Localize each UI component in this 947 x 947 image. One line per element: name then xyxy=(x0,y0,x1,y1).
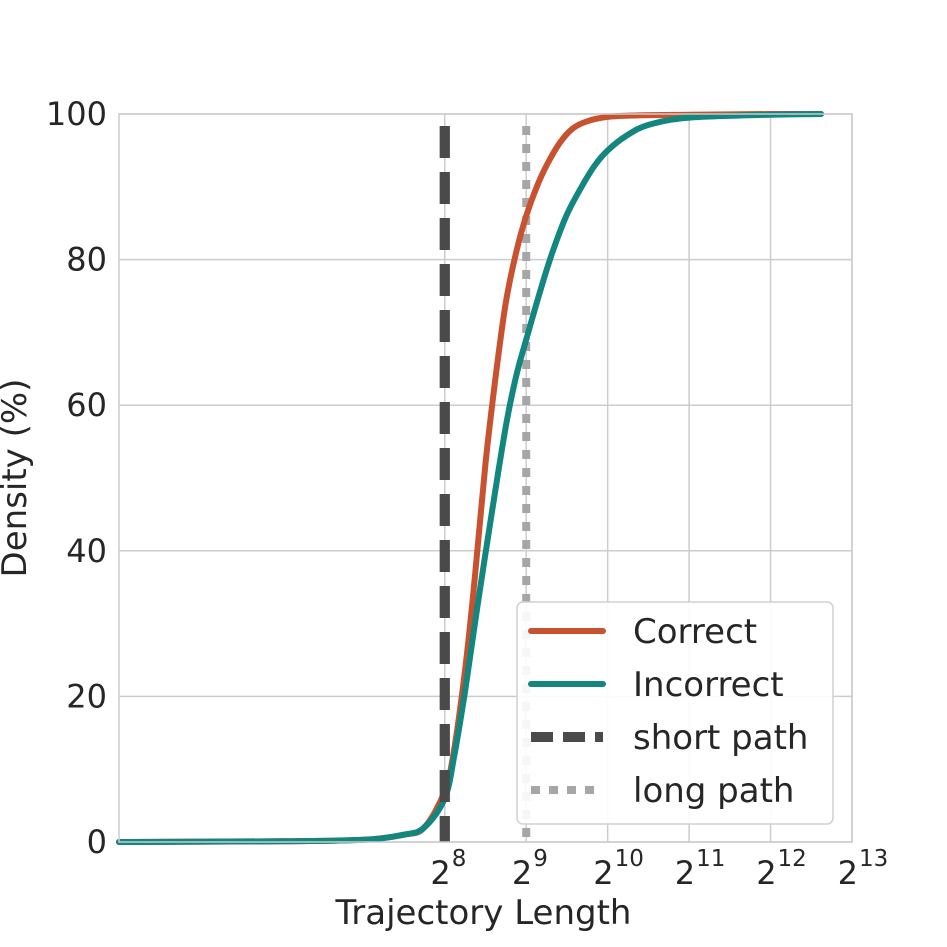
x-tick-base: 2 xyxy=(512,854,532,892)
x-axis-title: Trajectory Length xyxy=(335,893,632,933)
x-tick-label: 2 11 xyxy=(675,846,726,892)
x-tick-base: 2 xyxy=(756,854,776,892)
y-tick-label: 20 xyxy=(66,677,107,715)
x-tick-base: 2 xyxy=(593,854,613,892)
legend-label: Correct xyxy=(633,612,757,652)
legend: Correct Incorrect short path long path xyxy=(516,601,834,825)
legend-item: Correct xyxy=(528,612,757,652)
legend-box xyxy=(516,601,834,825)
x-tick-base: 2 xyxy=(675,854,695,892)
y-tick-label: 60 xyxy=(66,386,107,424)
x-tick-label: 2 10 xyxy=(593,846,644,892)
x-tick-exponent: 11 xyxy=(696,846,725,872)
y-tick-label: 0 xyxy=(87,823,107,861)
x-tick-exponent: 13 xyxy=(859,846,888,872)
legend-label: long path xyxy=(633,771,794,811)
legend-label: Incorrect xyxy=(633,665,784,705)
series-incorrect-line xyxy=(116,111,825,845)
y-tick-label: 100 xyxy=(46,95,107,133)
y-tick-label: 80 xyxy=(66,241,107,279)
y-axis-title: Density (%) xyxy=(0,379,35,578)
x-tick-exponent: 9 xyxy=(533,846,548,872)
x-tick-exponent: 12 xyxy=(778,846,807,872)
x-tick-exponent: 10 xyxy=(615,846,644,872)
legend-label: short path xyxy=(633,718,808,758)
y-tick-labels: 0 20 40 60 80 100 xyxy=(46,95,107,861)
legend-item: Incorrect xyxy=(528,665,784,705)
x-tick-exponent: 8 xyxy=(452,846,467,872)
legend-item: short path xyxy=(531,718,808,758)
x-tick-label: 2 12 xyxy=(756,846,807,892)
legend-item: long path xyxy=(531,771,794,811)
x-tick-base: 2 xyxy=(430,854,450,892)
y-tick-label: 40 xyxy=(66,532,107,570)
x-tick-label: 2 13 xyxy=(838,846,889,892)
x-tick-labels: 2 8 2 9 2 10 2 11 2 12 2 13 xyxy=(430,846,888,892)
plot-frame xyxy=(118,113,853,843)
x-tick-base: 2 xyxy=(838,854,858,892)
